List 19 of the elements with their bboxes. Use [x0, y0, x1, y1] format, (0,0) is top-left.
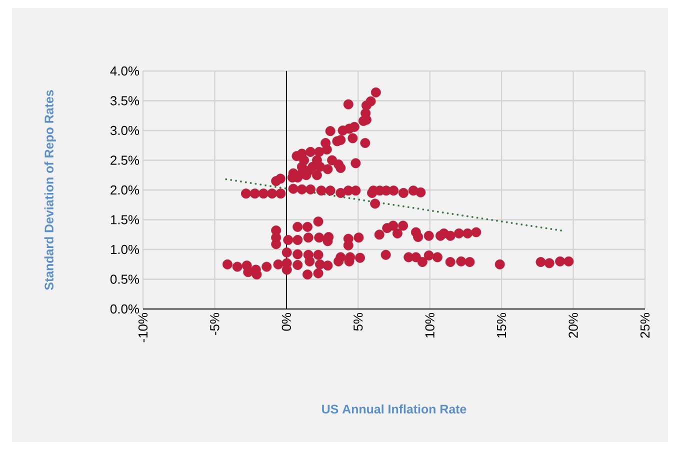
x-tick-label: -5% [210, 312, 220, 335]
x-tick-label: 15% [497, 312, 506, 338]
y-tick-label: 1.0% [110, 244, 140, 254]
y-tick-label: 2.0% [110, 185, 140, 195]
x-tick-label: 20% [568, 312, 578, 338]
x-tick-label: 25% [640, 312, 650, 338]
y-tick-label: 1.5% [110, 215, 140, 224]
y-axis-title: Standard Deviation of Repo Rates [44, 90, 56, 290]
x-tick-label: -10% [138, 312, 148, 342]
x-tick-label: 0% [282, 312, 292, 331]
y-tick-label: 3.5% [110, 96, 140, 106]
y-tick-label: 3.0% [110, 126, 140, 136]
y-tick-label: 4.0% [110, 66, 140, 76]
y-tick-label: 0.0% [110, 304, 140, 314]
y-tick-label: 0.5% [110, 274, 140, 284]
x-axis-title: US Annual Inflation Rate [322, 404, 466, 414]
x-tick-label: 5% [354, 312, 363, 331]
x-tick-label: 10% [425, 312, 434, 338]
y-tick-label: 2.5% [110, 156, 140, 165]
